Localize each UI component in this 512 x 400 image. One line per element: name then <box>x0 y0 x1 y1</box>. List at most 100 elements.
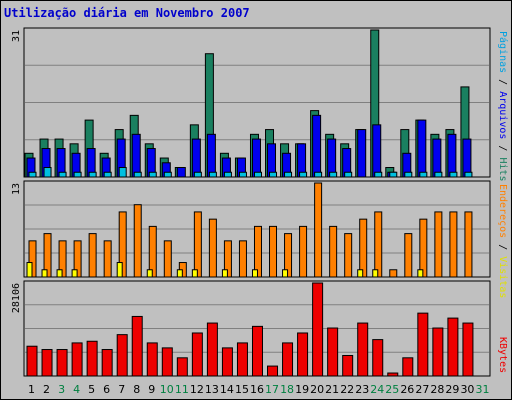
bar-pages-day-2 <box>43 167 52 178</box>
bar-visits-day-4 <box>71 269 78 278</box>
bar-pages-day-8 <box>133 171 142 178</box>
bar-sites-day-30 <box>464 211 473 278</box>
bar-kbytes-day-24 <box>372 339 384 377</box>
bar-sites-day-23 <box>359 218 368 278</box>
bar-sites-day-19 <box>299 225 308 278</box>
bar-kbytes-day-27 <box>417 312 429 377</box>
y-max-label-sites: 13 <box>11 183 22 195</box>
bar-files-day-29 <box>447 133 457 178</box>
bar-kbytes-day-8 <box>131 315 143 377</box>
x-tick-label-29: 29 <box>445 383 459 396</box>
bar-kbytes-day-11 <box>176 357 188 377</box>
bar-pages-day-30 <box>464 171 473 178</box>
bar-visits-day-9 <box>146 269 153 278</box>
bar-pages-day-24 <box>374 171 383 178</box>
bar-sites-day-21 <box>329 225 338 278</box>
bar-kbytes-day-7 <box>116 334 128 377</box>
bar-pages-day-4 <box>73 171 82 178</box>
bar-files-day-16 <box>251 138 261 178</box>
x-tick-label-16: 16 <box>250 383 264 396</box>
bar-kbytes-day-26 <box>402 357 414 377</box>
x-tick-label-9: 9 <box>148 383 155 396</box>
bar-sites-day-16 <box>253 225 262 278</box>
x-tick-label-15: 15 <box>235 383 249 396</box>
x-tick-label-21: 21 <box>325 383 339 396</box>
bar-sites-day-22 <box>344 233 353 278</box>
x-tick-label-24: 24 <box>370 383 384 396</box>
bar-files-day-13 <box>206 133 216 178</box>
bar-pages-day-18 <box>284 171 293 178</box>
x-tick-label-23: 23 <box>355 383 369 396</box>
legend-separator: / <box>497 73 508 91</box>
legend-bottom-panel: KBytes <box>497 337 508 373</box>
bar-sites-day-5 <box>88 233 97 278</box>
x-tick-label-4: 4 <box>73 383 80 396</box>
x-tick-label-10: 10 <box>160 383 174 396</box>
x-tick-label-14: 14 <box>220 383 234 396</box>
bar-files-day-20 <box>312 114 322 178</box>
bar-visits-day-16 <box>251 269 258 278</box>
bar-kbytes-day-2 <box>41 349 53 377</box>
bar-sites-day-15 <box>238 240 247 278</box>
bar-files-day-24 <box>372 124 382 178</box>
chart-title: Utilização diária em Novembro 2007 <box>4 6 250 20</box>
bar-pages-day-13 <box>208 171 217 178</box>
bar-kbytes-day-13 <box>206 322 218 377</box>
bar-sites-day-29 <box>449 211 458 278</box>
bar-kbytes-day-1 <box>26 345 38 377</box>
bar-files-day-11 <box>176 167 186 178</box>
bar-kbytes-day-28 <box>432 327 444 377</box>
bar-kbytes-day-30 <box>462 322 474 377</box>
x-tick-label-31: 31 <box>475 383 489 396</box>
legend-separator: / <box>497 139 508 157</box>
bar-files-day-28 <box>432 138 442 178</box>
bar-kbytes-day-6 <box>101 349 113 377</box>
legend-top-panel: Páginas / Arquivos / Hits <box>497 31 509 182</box>
legend-páginas: Páginas <box>497 31 509 73</box>
bar-pages-day-17 <box>269 171 278 178</box>
legend-kbytes: KBytes <box>497 337 508 373</box>
bar-pages-day-27 <box>419 171 428 178</box>
x-tick-label-20: 20 <box>310 383 324 396</box>
bar-sites-day-26 <box>404 233 413 278</box>
bar-pages-day-14 <box>223 171 232 178</box>
bar-pages-day-28 <box>434 171 443 178</box>
bar-pages-day-25 <box>389 171 398 178</box>
bar-pages-day-29 <box>449 171 458 178</box>
bar-kbytes-day-15 <box>236 342 248 377</box>
x-tick-label-12: 12 <box>190 383 204 396</box>
x-tick-label-30: 30 <box>460 383 474 396</box>
bar-sites-day-10 <box>163 240 172 278</box>
bar-files-day-27 <box>417 119 427 178</box>
x-tick-label-25: 25 <box>385 383 399 396</box>
legend-visitas: Visitas <box>497 256 508 298</box>
bar-sites-day-13 <box>208 218 217 278</box>
bar-sites-day-20 <box>314 182 323 278</box>
bar-visits-day-18 <box>282 269 289 278</box>
bar-pages-day-7 <box>118 167 127 178</box>
bar-visits-day-27 <box>417 269 424 278</box>
bar-files-day-30 <box>462 138 472 178</box>
bar-pages-day-9 <box>148 171 157 178</box>
bar-sites-day-28 <box>434 211 443 278</box>
x-tick-label-5: 5 <box>88 383 95 396</box>
legend-hits: Hits <box>497 157 508 181</box>
bar-kbytes-day-21 <box>327 327 339 377</box>
bar-kbytes-day-20 <box>312 282 324 377</box>
bar-visits-day-12 <box>191 269 198 278</box>
bar-sites-day-24 <box>374 211 383 278</box>
x-tick-label-7: 7 <box>118 383 125 396</box>
bar-sites-day-6 <box>103 240 112 278</box>
bar-pages-day-12 <box>193 171 202 178</box>
bar-visits-day-24 <box>372 269 379 278</box>
y-max-label-hits: 31 <box>11 30 22 42</box>
legend-separator: / <box>497 238 508 256</box>
x-tick-label-26: 26 <box>400 383 414 396</box>
bar-pages-day-5 <box>88 171 97 178</box>
legend-arquivos: Arquivos <box>497 91 508 139</box>
x-tick-label-18: 18 <box>280 383 294 396</box>
bar-kbytes-day-5 <box>86 340 98 377</box>
legend-endereços: Endereços <box>497 184 508 238</box>
bar-kbytes-day-4 <box>71 342 83 377</box>
bar-pages-day-20 <box>314 171 323 178</box>
